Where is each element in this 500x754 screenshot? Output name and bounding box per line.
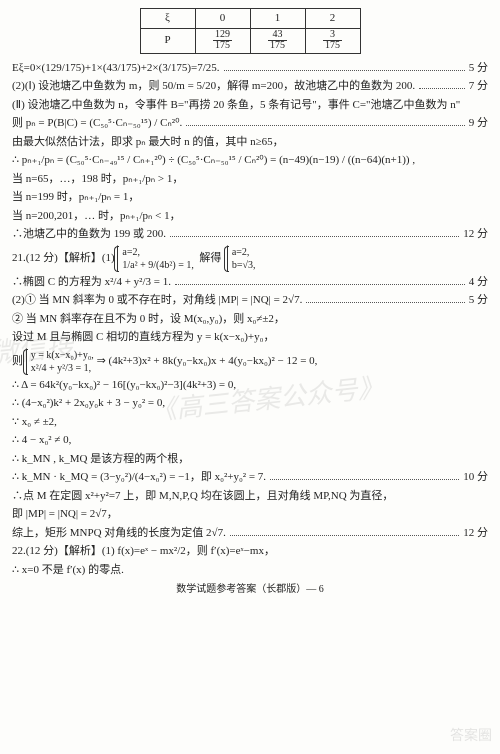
page-footer: 数学试题参考答案（长郡版）— 6 <box>12 582 488 597</box>
q2-part2a: (Ⅱ) 设池塘乙中鱼数为 n，令事件 B="再捞 20 条鱼，5 条有记号"，事… <box>12 97 488 114</box>
conclusion: 综上，矩形 MNPQ 对角线的长度为定值 2√7. <box>12 525 226 542</box>
dots <box>419 87 465 89</box>
score-7: 7 分 <box>469 78 488 95</box>
roots-line: ∴ k_MN , k_MQ 是该方程的两个根， <box>12 451 488 468</box>
score-12b: 12 分 <box>463 525 488 542</box>
delta-line: ∴ Δ = 64k²(y₀−kx₀)² − 16[(y₀−kx₀)²−3](4k… <box>12 377 488 394</box>
xne-line: ∵ x₀ ≠ ±2, <box>12 414 488 431</box>
tangent-label: 则 <box>12 355 23 367</box>
score-9: 9 分 <box>469 115 488 132</box>
q2-part1: (2)(Ⅰ) 设池塘乙中鱼数为 m，则 50/m = 5/20，解得 m=200… <box>12 78 415 95</box>
tangent-system: y = k(x−x₀)+y₀, x²/4 + y²/3 = 1, <box>26 348 94 375</box>
q21-2-2: ② 当 MN 斜率存在且不为 0 时，设 M(x₀,y₀)，则 x₀≠±2， <box>12 311 488 328</box>
q21-2-3: 设过 M 且与椭圆 C 相切的直线方程为 y = k(x−x₀)+y₀， <box>12 329 488 346</box>
q22b-line: ∴ x=0 不是 f′(x) 的零点. <box>12 562 488 579</box>
tbl-2: 2 <box>305 9 360 29</box>
score-5a: 5 分 <box>469 60 488 77</box>
q21-2-1: (2)① 当 MN 斜率为 0 或不存在时，对角线 |MP| = |NQ| = … <box>12 292 302 309</box>
dots <box>230 534 459 536</box>
tbl-P: P <box>140 28 195 53</box>
dots <box>175 283 465 285</box>
score-5b: 5 分 <box>469 292 488 309</box>
q22-line: 22.(12 分)【解析】(1) f(x)=eˣ − mx²/2，则 f′(x)… <box>12 543 488 560</box>
fish-answer: ∴池塘乙中的鱼数为 199 或 200. <box>12 226 166 243</box>
tbl-1: 1 <box>250 9 305 29</box>
q21-system-left: a=2, 1/a² + 9/(4b²) = 1, <box>117 245 193 272</box>
when1: 当 n=65，…，198 时，pₙ₊₁/pₙ > 1， <box>12 171 488 188</box>
score-10: 10 分 <box>463 469 488 486</box>
ellipse-eq: ∴椭圆 C 的方程为 x²/4 + y²/3 = 1. <box>12 274 171 291</box>
when2: 当 n=199 时，pₙ₊₁/pₙ = 1， <box>12 189 488 206</box>
tbl-p1: 43175 <box>250 28 305 53</box>
ratio-line: ∴ pₙ₊₁/pₙ = (C₅₀⁵·Cₙ₋₄₉¹⁵ / Cₙ₊₁²⁰) ÷ (C… <box>12 152 488 169</box>
dots <box>306 301 464 303</box>
dots <box>170 235 459 237</box>
q2-part2b: 则 pₙ = P(B|C) = (C₅₀⁵·Cₙ₋₅₀¹⁵) / Cₙ²⁰. <box>12 115 182 132</box>
circle-line: ∴点 M 在定圆 x²+y²=7 上，即 M,N,P,Q 均在该圆上，且对角线 … <box>12 488 488 505</box>
tbl-p0: 129175 <box>195 28 250 53</box>
tangent-result: ⇒ (4k²+3)x² + 8k(y₀−kx₀)x + 4(y₀−kx₀)² −… <box>97 355 318 367</box>
when3: 当 n=200,201，… 时，pₙ₊₁/pₙ < 1， <box>12 208 488 225</box>
expectation-line: Eξ=0×(129/175)+1×(43/175)+2×(3/175)=7/25… <box>12 60 220 77</box>
tbl-0: 0 <box>195 9 250 29</box>
dots <box>224 69 465 71</box>
diag-line: 即 |MP| = |NQ| = 2√7， <box>12 506 488 523</box>
dots <box>186 124 464 126</box>
xsq-line: ∴ 4 − x₀² ≠ 0, <box>12 432 488 449</box>
tbl-xi: ξ <box>140 9 195 29</box>
score-4: 4 分 <box>469 274 488 291</box>
score-12a: 12 分 <box>463 226 488 243</box>
eqk-line: ∴ (4−x₀²)k² + 2x₀y₀k + 3 − y₀² = 0, <box>12 395 488 412</box>
probability-table: ξ 0 1 2 P 129175 43175 3175 <box>140 8 361 54</box>
dots <box>270 478 459 480</box>
q21-system-right: a=2, b=√3, <box>227 245 256 272</box>
stamp-watermark: 答案圈 <box>450 725 492 746</box>
q21-head: 21.(12 分)【解析】(1) <box>12 252 115 264</box>
mle-line: 由最大似然估计法，即求 pₙ 最大时 n 的值，其中 n≥65， <box>12 134 488 151</box>
tbl-p2: 3175 <box>305 28 360 53</box>
kprod-line: ∴ k_MN · k_MQ = (3−y₀²)/(4−x₀²) = −1，即 x… <box>12 469 266 486</box>
